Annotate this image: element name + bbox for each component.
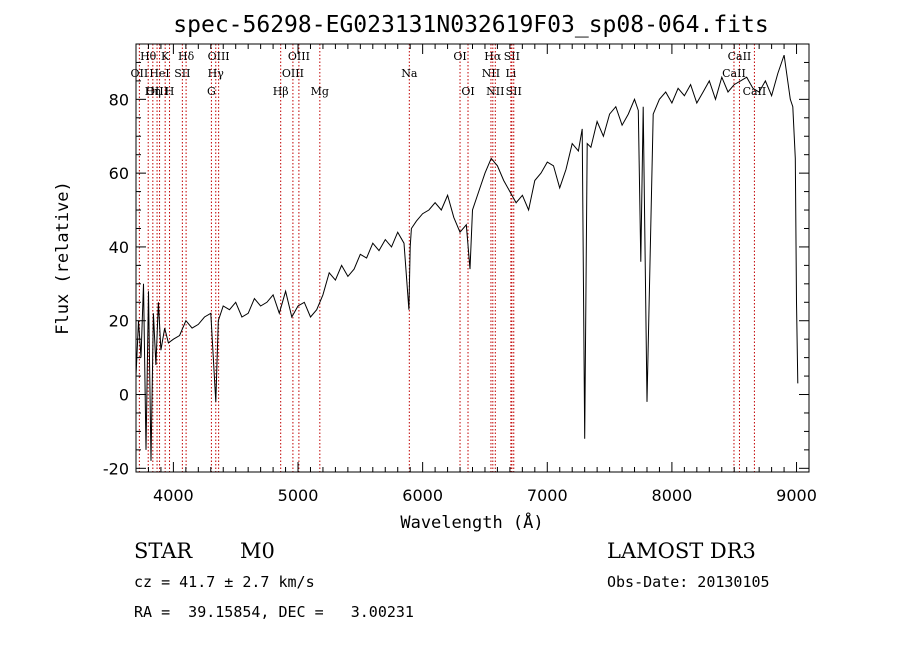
line-marker-label: Li [505,67,516,80]
line-marker-label: SII [506,85,522,98]
plot-frame [135,43,810,473]
x-axis: 4000 5000 6000 7000 8000 9000 [135,44,817,505]
line-marker-label: Na [401,67,418,80]
y-tick-label: 40 [109,238,129,257]
line-marker-label: CaII [728,50,752,63]
line-marker-label: G [207,85,216,98]
line-marker-label: Hδ [178,50,195,63]
line-marker-label: OIII [208,50,230,63]
line-marker-label: Hγ [208,67,225,80]
x-tick-label: 7000 [527,486,568,505]
y-tick-label: 0 [119,386,129,405]
x-tick-label: 4000 [153,486,194,505]
chart-title: spec-56298-EG023131N032619F03_sp08-064.f… [173,12,768,38]
line-marker-label: CaII [722,67,746,80]
line-marker-label: NII [486,85,504,98]
object-type: STAR [134,539,193,563]
line-marker-label: H [165,85,175,98]
x-tick-label: 6000 [402,486,443,505]
line-marker-label: SII [174,67,190,80]
line-marker-label: CaII [743,85,767,98]
line-marker-label: Hθ [140,50,157,63]
redshift-text: cz = 41.7 ± 2.7 km/s [134,573,315,591]
line-marker-label: Hα [484,50,502,63]
y-tick-label: 20 [109,312,129,331]
coordinates-text: RA = 39.15854, DEC = 3.00231 [134,603,414,621]
line-marker-label: OII [131,67,149,80]
obs-date-text: Obs-Date: 20130105 [607,573,770,591]
y-tick-label: -20 [103,459,129,478]
x-tick-label: 8000 [652,486,693,505]
line-marker-label: OIII [146,85,168,98]
line-marker-label: SII [504,50,520,63]
line-marker-label: OIII [282,67,304,80]
line-marker-label: OI [461,85,474,98]
y-axis-label: Flux (relative) [53,181,73,335]
x-tick-label: 5000 [278,486,319,505]
y-tick-label: 80 [109,90,129,109]
y-axis: -20 0 20 40 60 80 [103,61,809,478]
spectrum-line [135,54,799,461]
line-marker-label: NII [482,67,500,80]
y-tick-label: 60 [109,164,129,183]
line-marker-label: Mg [311,85,329,98]
x-tick-label: 9000 [776,486,817,505]
line-marker-label: Hβ [273,85,289,98]
line-markers: Hθ OII OIII K HeI Hη SII H Hδ OIII Hγ G OIII OIII Hβ Mg… [131,44,767,472]
line-marker-label: K [161,50,170,63]
line-marker-label: Hη [145,85,161,98]
line-marker-label: OIII [288,50,310,63]
line-marker-label: HeI [149,67,169,80]
x-axis-label: Wavelength (Å) [400,511,543,533]
object-subclass: M0 [240,539,275,563]
survey-name: LAMOST DR3 [607,539,756,563]
line-marker-label: OI [453,50,466,63]
